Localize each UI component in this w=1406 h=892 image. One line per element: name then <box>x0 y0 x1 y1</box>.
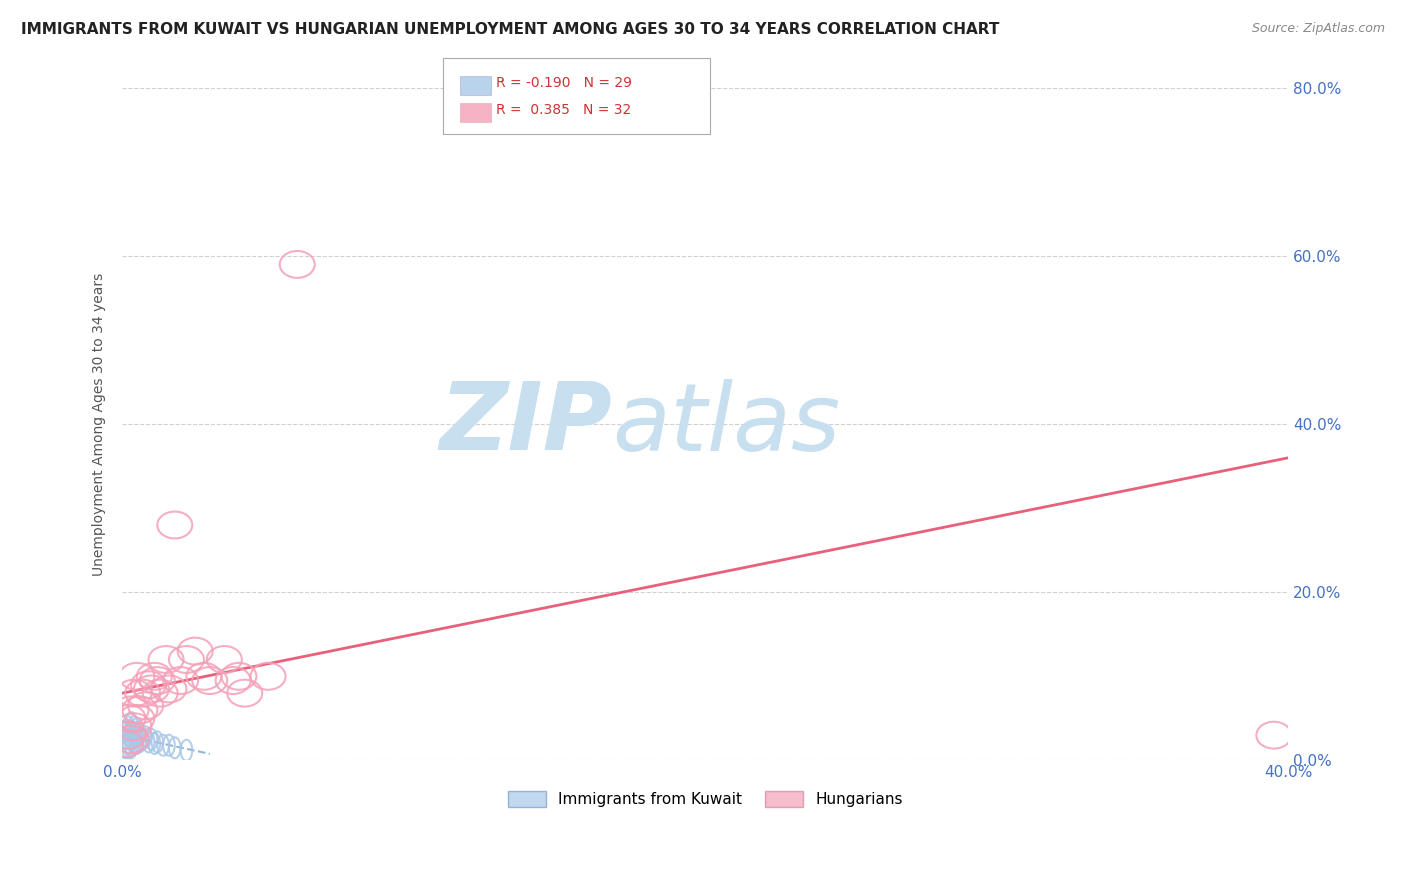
Text: Source: ZipAtlas.com: Source: ZipAtlas.com <box>1251 22 1385 36</box>
Text: ZIP: ZIP <box>439 378 612 470</box>
Text: atlas: atlas <box>612 378 841 470</box>
Y-axis label: Unemployment Among Ages 30 to 34 years: Unemployment Among Ages 30 to 34 years <box>93 273 107 575</box>
Text: IMMIGRANTS FROM KUWAIT VS HUNGARIAN UNEMPLOYMENT AMONG AGES 30 TO 34 YEARS CORRE: IMMIGRANTS FROM KUWAIT VS HUNGARIAN UNEM… <box>21 22 1000 37</box>
Legend: Immigrants from Kuwait, Hungarians: Immigrants from Kuwait, Hungarians <box>502 785 910 814</box>
Text: R =  0.385   N = 32: R = 0.385 N = 32 <box>496 103 631 117</box>
Text: R = -0.190   N = 29: R = -0.190 N = 29 <box>496 76 633 90</box>
